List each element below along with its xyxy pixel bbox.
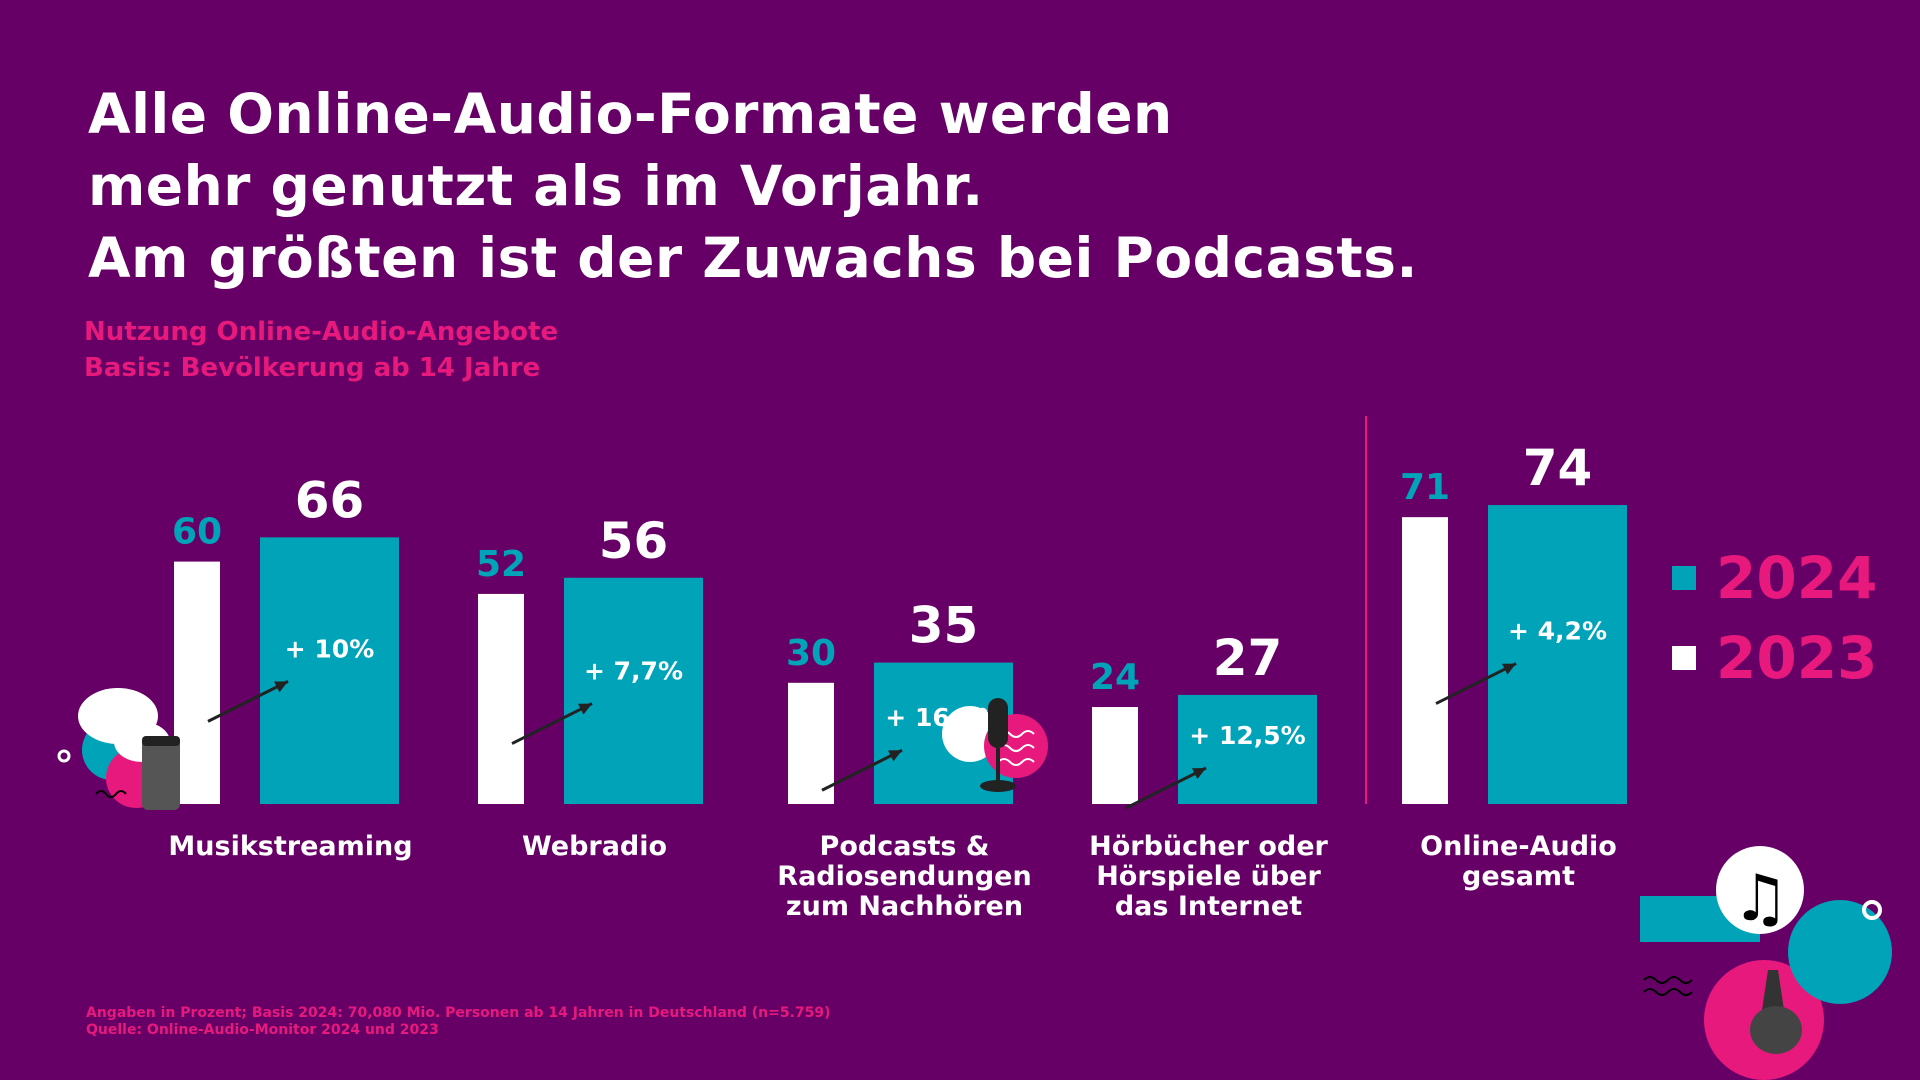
bar-2024-1 — [564, 577, 703, 804]
growth-arrow-2 — [821, 748, 903, 792]
category-label-1-0: Webradio — [522, 831, 667, 862]
category-label-3-0: Hörbücher oder — [1089, 831, 1328, 862]
legend-swatch-2024 — [1672, 566, 1696, 590]
legend-item-2024: 2024 — [1672, 548, 1877, 608]
title-line-1: Alle Online-Audio-Formate werden — [88, 82, 1173, 146]
category-label-2-1: Radiosendungen — [777, 861, 1031, 892]
growth-label-4: + 4,2% — [1508, 617, 1607, 646]
footnote-line-1: Angaben in Prozent; Basis 2024: 70,080 M… — [86, 1005, 831, 1021]
smart-speaker-illustration: × — [57, 688, 193, 810]
growth-arrow-4 — [1435, 662, 1517, 705]
legend-item-2023: 2023 — [1672, 628, 1877, 688]
growth-arrowhead-1 — [578, 703, 592, 715]
category-label-0-0: Musikstreaming — [168, 831, 412, 862]
category-label-3-1: Hörspiele über — [1096, 861, 1321, 892]
svg-text:×: × — [180, 709, 193, 728]
growth-arrow-1 — [511, 702, 593, 745]
category-label-2-2: zum Nachhören — [786, 891, 1023, 922]
music-note-illustration: ♫ — [1640, 846, 1892, 1080]
title-line-3: Am größten ist der Zuwachs bei Podcasts. — [88, 226, 1418, 290]
bar-2023-2 — [788, 682, 834, 804]
value-label-2023-1: 52 — [476, 544, 526, 585]
value-label-2023-0: 60 — [172, 512, 222, 553]
category-label-3-2: das Internet — [1115, 891, 1302, 922]
bar-2023-3 — [1092, 707, 1138, 804]
bar-2023-0 — [174, 561, 220, 804]
value-label-2023-3: 24 — [1090, 657, 1140, 698]
microphone-illustration — [942, 698, 1048, 792]
chart-subtitle: Nutzung Online-Audio-Angebote Basis: Bev… — [84, 314, 558, 386]
footnote: Angaben in Prozent; Basis 2024: 70,080 M… — [86, 1005, 831, 1039]
legend-swatch-2023 — [1672, 646, 1696, 670]
footnote-line-2: Quelle: Online-Audio-Monitor 2024 und 20… — [86, 1022, 439, 1038]
value-label-2024-1: 56 — [599, 512, 669, 570]
bar-2023-4 — [1402, 517, 1448, 804]
subtitle-line-2: Basis: Bevölkerung ab 14 Jahre — [84, 353, 541, 383]
category-label-4-0: Online-Audio — [1420, 831, 1617, 862]
bar-2024-4 — [1488, 505, 1627, 804]
growth-label-3: + 12,5% — [1189, 721, 1305, 750]
legend-label-2023: 2023 — [1716, 624, 1878, 692]
value-label-2024-2: 35 — [909, 597, 979, 655]
growth-arrowhead-4 — [1502, 663, 1516, 675]
growth-arrowhead-2 — [888, 750, 902, 762]
growth-label-1: + 7,7% — [584, 657, 683, 686]
growth-label-0: + 10% — [285, 634, 375, 663]
category-label-2-0: Podcasts & — [820, 831, 990, 862]
growth-arrowhead-3 — [1192, 768, 1206, 780]
bar-2023-1 — [478, 593, 524, 804]
value-label-2024-3: 27 — [1213, 629, 1283, 687]
growth-arrow-3 — [1125, 766, 1207, 810]
value-label-2024-0: 66 — [295, 471, 365, 529]
category-label-4-1: gesamt — [1462, 861, 1575, 892]
value-label-2023-2: 30 — [786, 633, 836, 674]
subtitle-line-1: Nutzung Online-Audio-Angebote — [84, 317, 559, 347]
growth-arrow-0 — [207, 680, 289, 723]
bar-2024-0 — [260, 537, 399, 804]
bar-2024-3 — [1178, 694, 1317, 804]
value-label-2023-4: 71 — [1400, 467, 1450, 508]
title-line-2: mehr genutzt als im Vorjahr. — [88, 154, 984, 218]
svg-text:♫: ♫ — [1732, 862, 1789, 936]
chart-title: Alle Online-Audio-Formate werden mehr ge… — [88, 78, 1418, 294]
growth-arrowhead-0 — [274, 681, 288, 693]
value-label-2024-4: 74 — [1523, 439, 1593, 497]
legend-label-2024: 2024 — [1716, 544, 1878, 612]
